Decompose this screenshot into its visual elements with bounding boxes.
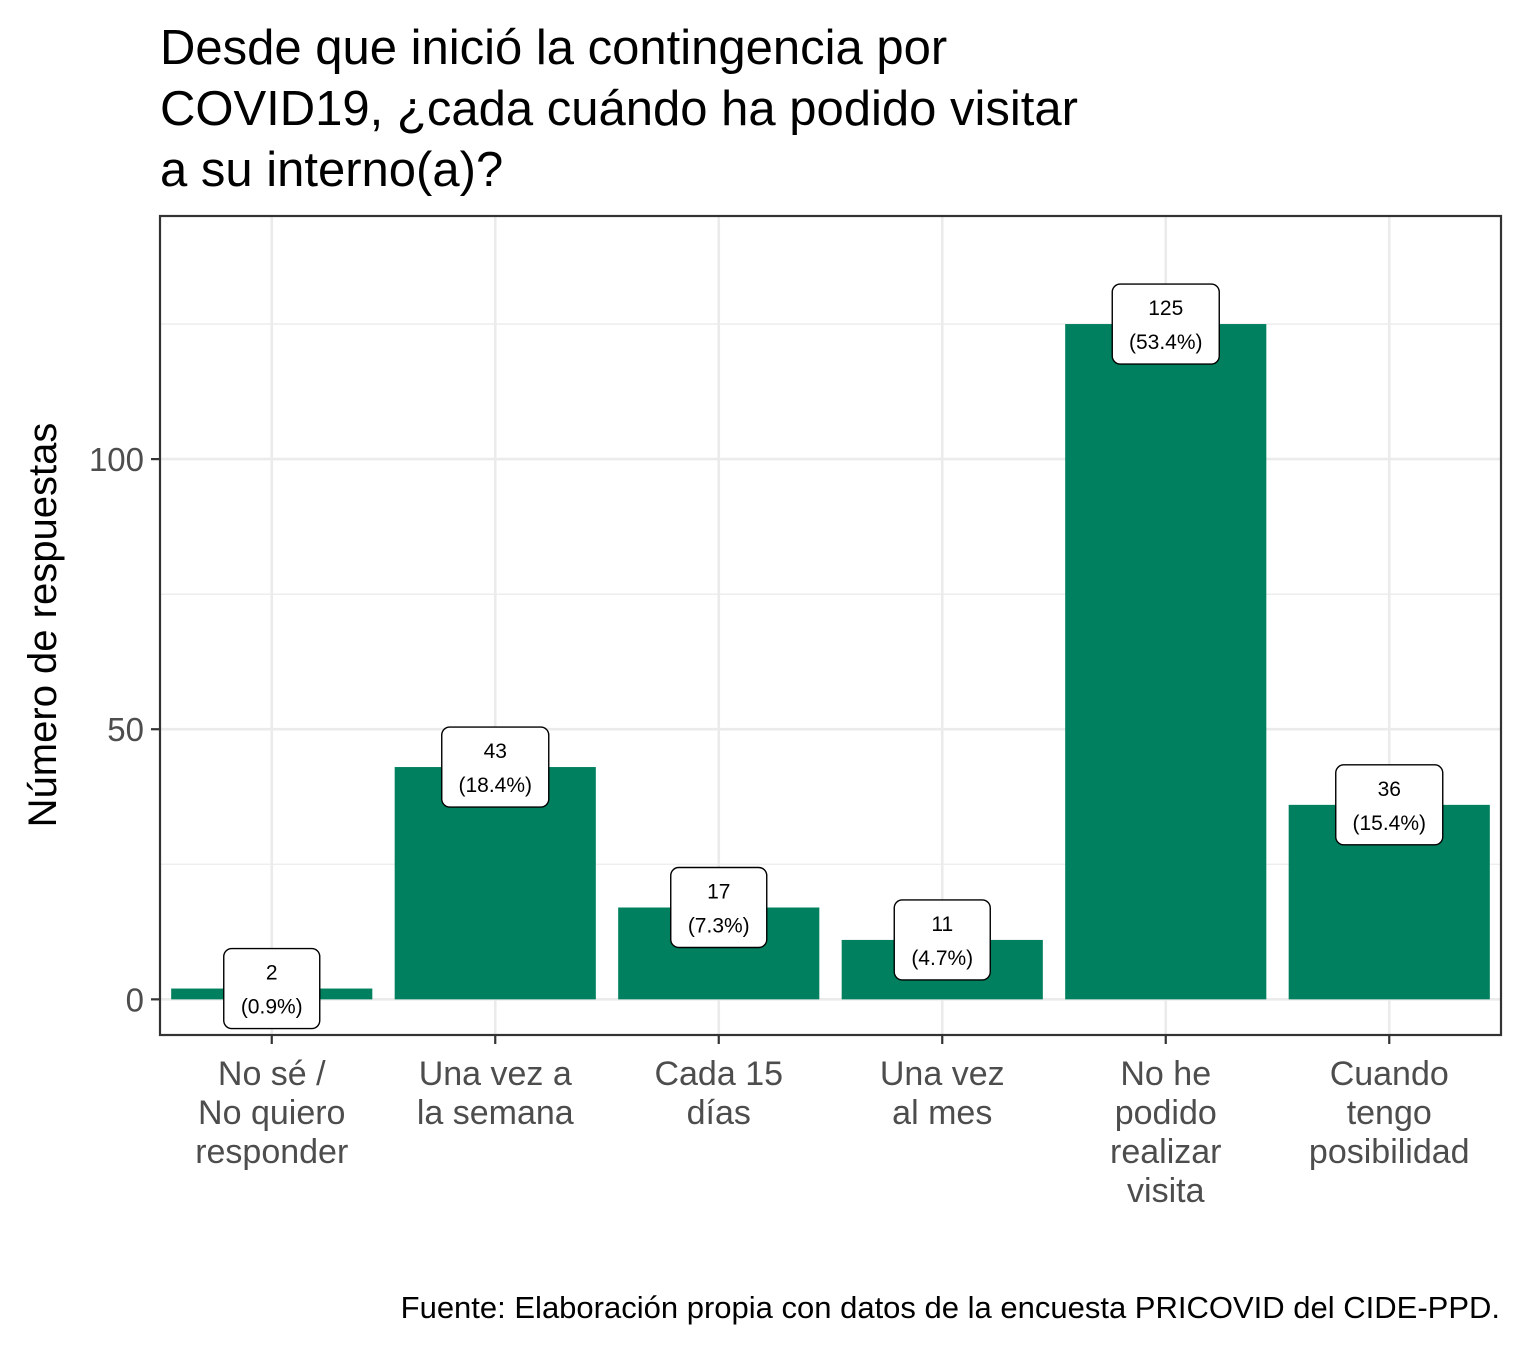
y-axis-label: Número de respuestas xyxy=(21,423,65,828)
chart-caption: Fuente: Elaboración propia con datos de … xyxy=(401,1290,1500,1325)
data-label-percent: (4.7%) xyxy=(911,947,973,970)
x-tick-label: Cada 15 días xyxy=(654,1055,783,1132)
x-tick-label-line: Una vez xyxy=(880,1055,1005,1093)
x-tick-label-line: Cuando xyxy=(1330,1055,1449,1093)
x-tick-label-line: No sé / xyxy=(218,1055,326,1093)
x-tick-label-line: No he xyxy=(1120,1055,1211,1093)
data-label-box xyxy=(893,899,991,981)
x-tick-label-line: días xyxy=(687,1094,751,1132)
x-tick-label-line: la semana xyxy=(417,1094,574,1132)
data-label-percent: (0.9%) xyxy=(241,996,303,1019)
data-labels: 2 (0.9%) 43 (18.4%) 17 (7.3%) 11 (4.7%) 125 (53.4… xyxy=(223,283,1444,1030)
x-tick-label-line: No quiero xyxy=(198,1094,345,1132)
title-line: a su interno(a)? xyxy=(160,143,503,197)
data-label: 11 (4.7%) xyxy=(893,899,991,981)
data-label-count: 17 xyxy=(707,881,730,904)
data-label-count: 36 xyxy=(1378,778,1401,801)
x-tick-label-line: realizar xyxy=(1110,1133,1221,1171)
x-tick-label: No he podido realizar visita xyxy=(1110,1055,1221,1210)
data-label: 2 (0.9%) xyxy=(223,947,321,1030)
data-label: 43 (18.4%) xyxy=(441,726,550,808)
data-label-count: 2 xyxy=(266,962,278,985)
x-tick-label: Una vez al mes xyxy=(880,1055,1005,1132)
x-tick-label-line: Una vez a xyxy=(419,1055,572,1093)
title-line: Desde que inició la contingencia por xyxy=(160,21,947,75)
x-tick-label: Una vez a la semana xyxy=(417,1055,574,1132)
data-label-box xyxy=(441,726,550,808)
y-axis: 0 50 100 xyxy=(89,441,160,1018)
x-axis: No sé / No quiero responder Una vez a la sem… xyxy=(195,1035,1470,1210)
x-tick-label-line: tengo xyxy=(1347,1094,1432,1132)
data-label-box xyxy=(1335,764,1444,846)
x-tick-label-line: posibilidad xyxy=(1309,1133,1470,1171)
plot-border xyxy=(158,214,1503,1037)
bar xyxy=(1065,324,1267,1000)
data-label-box xyxy=(1111,283,1220,365)
data-label-count: 125 xyxy=(1148,297,1183,320)
chart-title: Desde que inició la contingencia por COVI… xyxy=(160,21,1078,197)
data-label-count: 11 xyxy=(931,913,953,936)
data-label-box xyxy=(670,866,768,949)
x-tick-label-line: al mes xyxy=(892,1094,992,1132)
x-tick-label: No sé / No quiero responder xyxy=(195,1055,348,1171)
data-label-count: 43 xyxy=(484,740,507,763)
y-tick-label: 50 xyxy=(107,711,144,748)
data-label: 17 (7.3%) xyxy=(670,866,768,949)
data-label: 36 (15.4%) xyxy=(1335,764,1444,846)
title-line: COVID19, ¿cada cuándo ha podido visitar xyxy=(160,82,1078,136)
x-tick-label-line: visita xyxy=(1127,1172,1205,1210)
y-tick-label: 100 xyxy=(89,441,144,478)
data-label-percent: (53.4%) xyxy=(1129,331,1203,354)
data-label-percent: (7.3%) xyxy=(688,915,750,938)
data-label-percent: (18.4%) xyxy=(458,774,532,797)
x-tick-label-line: Cada 15 xyxy=(654,1055,783,1093)
x-tick-label-line: podido xyxy=(1115,1094,1217,1132)
x-tick-label: Cuando tengo posibilidad xyxy=(1309,1055,1470,1171)
y-tick-label: 0 xyxy=(126,981,144,1018)
x-tick-label-line: responder xyxy=(195,1133,348,1171)
plot-panel xyxy=(160,216,1501,1035)
data-label-percent: (15.4%) xyxy=(1352,812,1426,835)
data-label-box xyxy=(223,947,321,1030)
data-label: 125 (53.4%) xyxy=(1111,283,1220,365)
